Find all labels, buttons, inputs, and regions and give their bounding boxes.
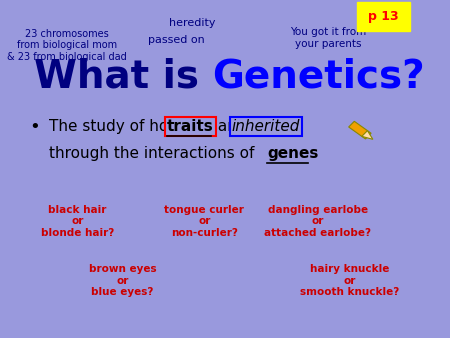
Text: Genetics?: Genetics? [212, 57, 425, 95]
Text: genes: genes [267, 146, 319, 161]
Text: The study of how: The study of how [49, 119, 185, 134]
Polygon shape [349, 121, 371, 139]
Text: What is: What is [34, 57, 212, 95]
Text: traits: traits [167, 119, 214, 134]
Polygon shape [362, 131, 373, 139]
Text: •: • [29, 118, 40, 136]
FancyBboxPatch shape [357, 2, 410, 31]
Text: black hair
or
blonde hair?: black hair or blonde hair? [40, 205, 114, 238]
Text: dangling earlobe
or
attached earlobe?: dangling earlobe or attached earlobe? [264, 205, 371, 238]
Text: are: are [213, 119, 248, 134]
Text: tongue curler
or
non-curler?: tongue curler or non-curler? [164, 205, 244, 238]
Text: You got it from
your parents: You got it from your parents [290, 27, 366, 49]
Text: inherited: inherited [231, 119, 300, 134]
Text: passed on: passed on [148, 35, 205, 46]
Text: heredity: heredity [169, 18, 216, 28]
Text: brown eyes
or
blue eyes?: brown eyes or blue eyes? [89, 264, 156, 297]
Text: through the interactions of: through the interactions of [49, 146, 259, 161]
Text: hairy knuckle
or
smooth knuckle?: hairy knuckle or smooth knuckle? [300, 264, 399, 297]
Text: p 13: p 13 [368, 10, 399, 23]
Text: 23 chromosomes
from biological mom
& 23 from biological dad: 23 chromosomes from biological mom & 23 … [7, 29, 126, 62]
